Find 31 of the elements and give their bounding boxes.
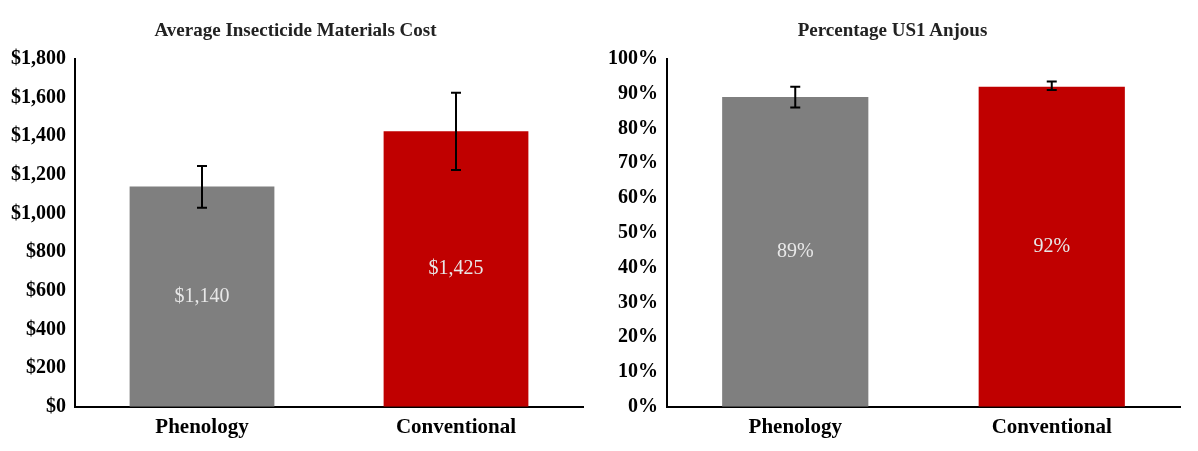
y-tick-label: 90% (618, 80, 658, 103)
y-tick-label: 60% (618, 185, 658, 208)
y-tick-label: $600 (26, 277, 66, 300)
y-tick-label: 30% (618, 289, 658, 312)
data-label: 89% (776, 239, 814, 262)
chart-title: Average Insecticide Materials Cost (154, 19, 438, 41)
x-tick-label: Conventional (991, 413, 1113, 438)
y-tick-label: 40% (618, 254, 658, 277)
y-tick-label: 100% (608, 45, 658, 68)
y-tick-label: $1,400 (11, 123, 66, 146)
y-tick-label: $1,800 (11, 45, 66, 68)
y-tick-label: $800 (26, 239, 66, 262)
x-tick-label: Conventional (395, 413, 517, 438)
y-tick-label: 0% (628, 393, 658, 416)
y-tick-label: $200 (26, 355, 66, 378)
y-tick-label: $1,000 (11, 200, 66, 223)
y-tick-label: 10% (618, 359, 658, 382)
y-tick-label: 20% (618, 324, 658, 347)
x-tick-label: Phenology (155, 413, 250, 438)
y-tick-label: $0 (46, 393, 66, 416)
y-tick-label: 80% (618, 115, 658, 138)
y-tick-label: 70% (618, 150, 658, 173)
data-label: $1,140 (174, 283, 230, 306)
y-tick-label: $1,600 (11, 84, 66, 107)
y-tick-label: $400 (26, 316, 66, 339)
chart-title: Percentage US1 Anjous (797, 19, 988, 41)
x-tick-label: Phenology (748, 413, 843, 438)
y-tick-label: $1,200 (11, 161, 66, 184)
y-tick-label: 50% (618, 219, 658, 242)
data-label: $1,425 (428, 256, 484, 279)
data-label: 92% (1033, 233, 1071, 256)
